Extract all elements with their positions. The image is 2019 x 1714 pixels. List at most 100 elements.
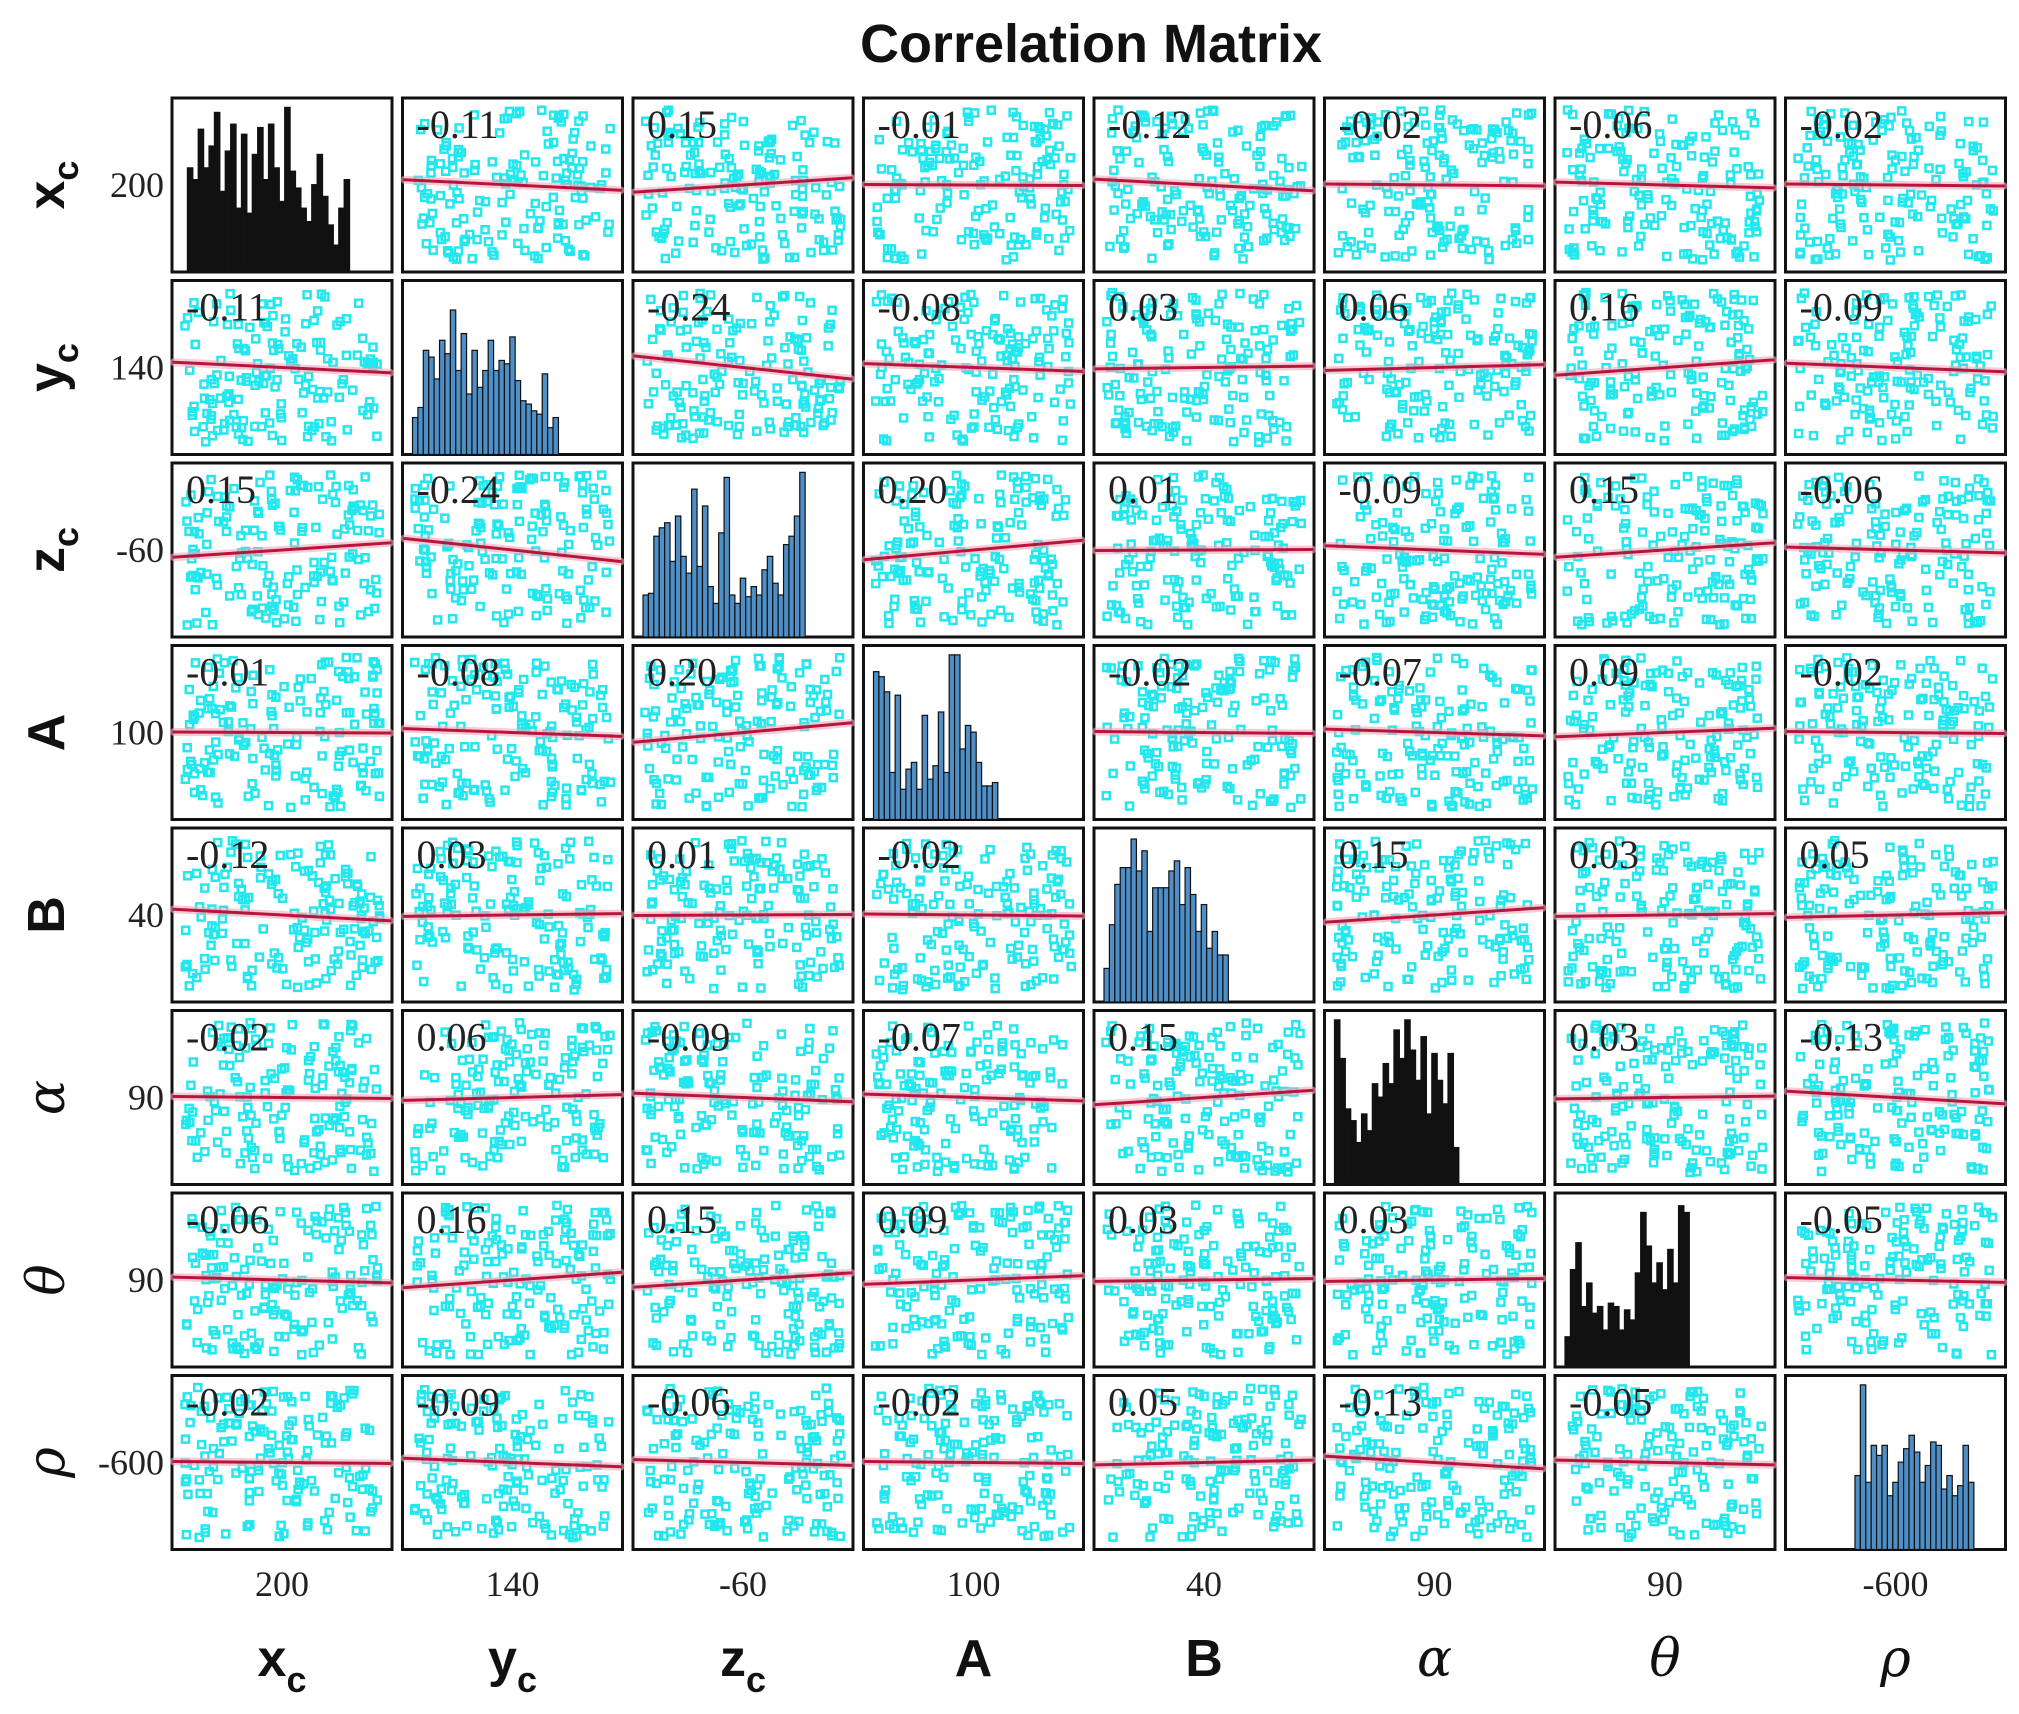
scatter-point (690, 168, 700, 179)
scatter-point (1269, 170, 1279, 181)
scatter-point (650, 150, 660, 160)
scatter-point (1162, 151, 1173, 162)
scatter-point (1138, 110, 1148, 121)
hist-bar (417, 406, 424, 456)
scatter-point (922, 122, 933, 133)
scatter-point (1268, 218, 1278, 229)
scatter-point (821, 190, 832, 200)
scatter-point (1699, 152, 1710, 162)
panel-1-5: 0.06 (1322, 279, 1547, 456)
scatter-point (790, 189, 801, 200)
scatter-point (604, 219, 614, 229)
hist-bar (696, 565, 704, 638)
scatter-point (834, 181, 845, 192)
panel-0-5: -0.02 (1322, 96, 1547, 274)
scatter-point (1277, 214, 1288, 224)
scatter-point (525, 208, 536, 219)
scatter-point (1687, 254, 1698, 264)
hist-bar (718, 532, 725, 638)
scatter-point (1015, 234, 1026, 245)
scatter-point (806, 247, 816, 258)
scatter-point (730, 247, 740, 258)
scatter-point (776, 213, 786, 224)
scatter-point (693, 122, 703, 132)
scatter-point (876, 164, 887, 174)
panel-2-7: -0.06 (1783, 461, 2008, 639)
scatter-point (994, 228, 1005, 239)
scatter-point (1466, 244, 1477, 255)
correlation-label: 0.16 (1569, 285, 1639, 330)
scatter-point (1238, 254, 1248, 264)
hist-bar (460, 332, 468, 456)
scatter-point (959, 189, 969, 200)
scatter-point (874, 134, 885, 145)
scatter-point (499, 114, 510, 124)
hist-bar (520, 400, 527, 456)
scatter-point (1437, 134, 1447, 144)
scatter-point (475, 195, 485, 206)
correlation-label: -0.07 (1339, 650, 1422, 695)
scatter-point (726, 162, 737, 173)
scatter-point (833, 230, 844, 240)
hist-bar (224, 150, 232, 273)
scatter-point (796, 115, 806, 126)
panel-3-1: -0.08 (400, 644, 625, 821)
scatter-point (953, 167, 964, 178)
scatter-point (567, 163, 577, 173)
scatter-point (789, 252, 800, 263)
scatter-point (1115, 154, 1125, 164)
correlation-label: -0.01 (186, 650, 269, 695)
scatter-point (1051, 209, 1062, 219)
scatter-point (538, 170, 549, 181)
scatter-point (501, 217, 511, 227)
scatter-point (421, 238, 432, 249)
scatter-point (1195, 214, 1205, 224)
scatter-point (1709, 249, 1719, 259)
scatter-point (548, 137, 559, 148)
scatter-point (873, 227, 883, 237)
scatter-point (1420, 120, 1431, 130)
scatter-point (931, 140, 941, 150)
hist-bar (311, 184, 318, 273)
scatter-point (897, 145, 908, 155)
scatter-point (643, 170, 653, 181)
hist-bar (916, 788, 923, 821)
hist-bar (192, 179, 199, 273)
scatter-point (1123, 184, 1133, 195)
panel-3-5: -0.07 (1322, 644, 1547, 821)
hist-bar (766, 555, 774, 638)
scatter-point (725, 236, 736, 247)
scatter-point (989, 222, 1000, 232)
scatter-point (1390, 251, 1400, 261)
correlation-label: 0.09 (1569, 650, 1639, 695)
scatter-point (705, 214, 716, 224)
scatter-point (640, 116, 651, 126)
scatter-point (1220, 168, 1230, 179)
hist-bar (788, 535, 795, 638)
scatter-point (1047, 119, 1058, 129)
scatter-point (435, 227, 446, 238)
scatter-point (663, 129, 674, 140)
hist-bar (905, 768, 912, 821)
scatter-point (1707, 157, 1718, 167)
scatter-point (1393, 191, 1404, 201)
panel-4-2: 0.01 (631, 826, 855, 1004)
scatter-point (882, 244, 893, 254)
scatter-point (1523, 110, 1534, 120)
panel-2-0: 0.15 (170, 461, 394, 639)
hist-bar (883, 691, 891, 821)
scatter-point (1409, 117, 1420, 128)
scatter-point (1044, 107, 1055, 118)
scatter-point (809, 127, 819, 137)
scatter-point (494, 128, 505, 138)
scatter-point (1337, 231, 1348, 241)
scatter-point (872, 216, 882, 227)
scatter-point (1059, 169, 1069, 180)
scatter-point (688, 138, 699, 148)
panel-3-3 (862, 644, 1085, 821)
scatter-point (1241, 141, 1252, 151)
scatter-point (1587, 241, 1597, 251)
scatter-point (739, 224, 749, 234)
scatter-point (1686, 151, 1697, 161)
scatter-point (712, 137, 723, 147)
